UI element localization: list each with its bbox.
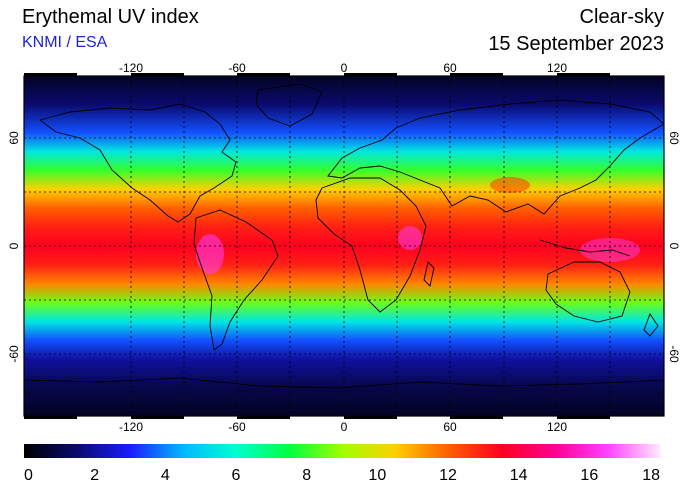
graticule [24, 76, 664, 416]
colorbar-tick-16: 16 [580, 467, 598, 484]
eurasia-coast [327, 99, 664, 215]
antarctica-coast [24, 377, 664, 389]
bottom-bar-4 [344, 416, 397, 419]
greenland-coast [255, 83, 323, 127]
top-bar-4 [344, 73, 397, 76]
colorbar-tick-8: 8 [302, 467, 311, 484]
lon-label-bottom-minus120: -120 [119, 420, 143, 434]
colorbar [24, 444, 660, 458]
madagascar-coast [423, 261, 435, 287]
colorbar-tick-0: 0 [24, 467, 33, 484]
lon-label-top-60: 60 [443, 61, 457, 75]
lon-label-bottom-120: 120 [547, 420, 567, 434]
top-bar-5 [450, 73, 503, 76]
south-america-coast [193, 209, 279, 351]
top-bar-2 [131, 73, 184, 76]
bottom-bar-3 [237, 416, 290, 419]
bottom-bar-1 [24, 416, 77, 419]
top-bar-1 [24, 73, 77, 76]
colorbar-tick-10: 10 [368, 467, 386, 484]
bottom-bar-2 [131, 416, 184, 419]
credit-label: KNMI / ESA [22, 34, 108, 51]
colorbar-tick-18: 18 [642, 467, 660, 484]
colorbar-tick-12: 12 [439, 467, 457, 484]
frame-tick-bars [24, 73, 610, 419]
lon-label-top-120: 120 [547, 61, 567, 75]
andes-hotspot [196, 234, 224, 274]
bottom-bar-5 [450, 416, 503, 419]
lon-label-bottom-minus60: -60 [228, 420, 246, 434]
lat-label-right-minus60: -60 [667, 345, 681, 363]
colorbar-tick-14: 14 [510, 467, 528, 484]
lon-label-bottom-60: 60 [443, 420, 457, 434]
map-title: Erythemal UV index [22, 6, 199, 28]
colorbar-tick-4: 4 [161, 467, 170, 484]
lat-label-right-60: 60 [667, 131, 681, 145]
lon-label-top-minus120: -120 [119, 61, 143, 75]
bottom-bar-6 [557, 416, 610, 419]
colorbar-tick-6: 6 [232, 467, 241, 484]
date-label: 15 September 2023 [488, 33, 664, 55]
lat-label-left-0: 0 [7, 242, 21, 249]
colorbar-labels: 0 2 4 6 8 10 12 14 16 18 [24, 467, 660, 484]
new-zealand-coast [643, 313, 659, 337]
lon-label-top-minus60: -60 [228, 61, 246, 75]
top-bar-3 [237, 73, 290, 76]
lon-label-top-0: 0 [341, 61, 348, 75]
coastlines [24, 83, 664, 389]
east-africa-hotspot [398, 226, 422, 250]
lat-label-left-minus60: -60 [7, 345, 21, 363]
sky-condition-label: Clear-sky [579, 6, 664, 28]
lat-label-right-0: 0 [667, 243, 681, 250]
indonesia-coast [539, 239, 631, 257]
lon-label-bottom-0: 0 [341, 420, 348, 434]
top-bar-6 [557, 73, 610, 76]
australia-coast [545, 261, 631, 323]
tibet-hotspot [490, 177, 530, 193]
north-america-coast [38, 103, 237, 223]
lat-label-left-60: 60 [7, 131, 21, 145]
colorbar-tick-2: 2 [90, 467, 99, 484]
